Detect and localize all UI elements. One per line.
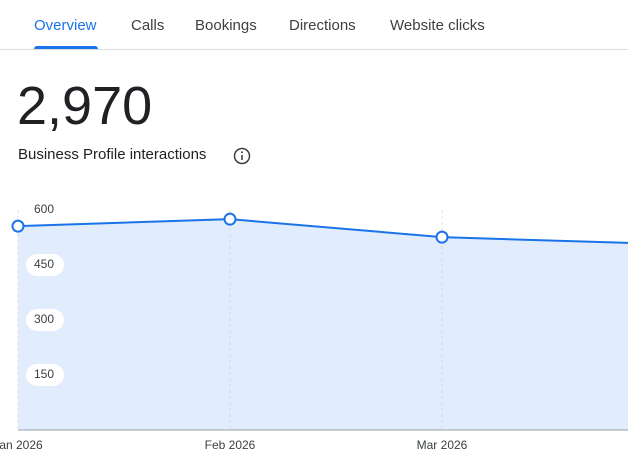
point — [11, 219, 25, 233]
y-tick-label: 450 — [34, 257, 54, 271]
point — [223, 212, 237, 226]
y-tick-label: 600 — [34, 202, 54, 216]
y-tick-label: 150 — [34, 367, 54, 381]
y-tick-label: 300 — [34, 312, 54, 326]
total-label: Business Profile interactions — [18, 146, 207, 163]
tab[interactable]: Website clicks — [390, 17, 485, 34]
tab-bar: Overview Calls Bookings Directions Websi… — [0, 0, 628, 50]
y-tick-pill — [26, 254, 64, 276]
total-value: 2,970 — [17, 76, 153, 136]
active-indicator — [34, 46, 98, 49]
area — [18, 219, 628, 430]
point — [435, 230, 449, 244]
line — [17, 218, 628, 244]
info-icon[interactable] — [233, 147, 251, 165]
tab[interactable]: Overview — [34, 17, 97, 34]
x-tick-label: Feb 2026 — [205, 438, 256, 452]
tab[interactable]: Bookings — [195, 17, 257, 34]
tab[interactable]: Directions — [289, 17, 356, 34]
x-tick-label: Mar 2026 — [417, 438, 468, 452]
y-tick-pill — [26, 309, 64, 331]
tab[interactable]: Calls — [131, 17, 165, 34]
plot — [17, 210, 628, 430]
x-tick-label: Jan 2026 — [0, 438, 43, 452]
y-tick-pill — [26, 364, 64, 386]
